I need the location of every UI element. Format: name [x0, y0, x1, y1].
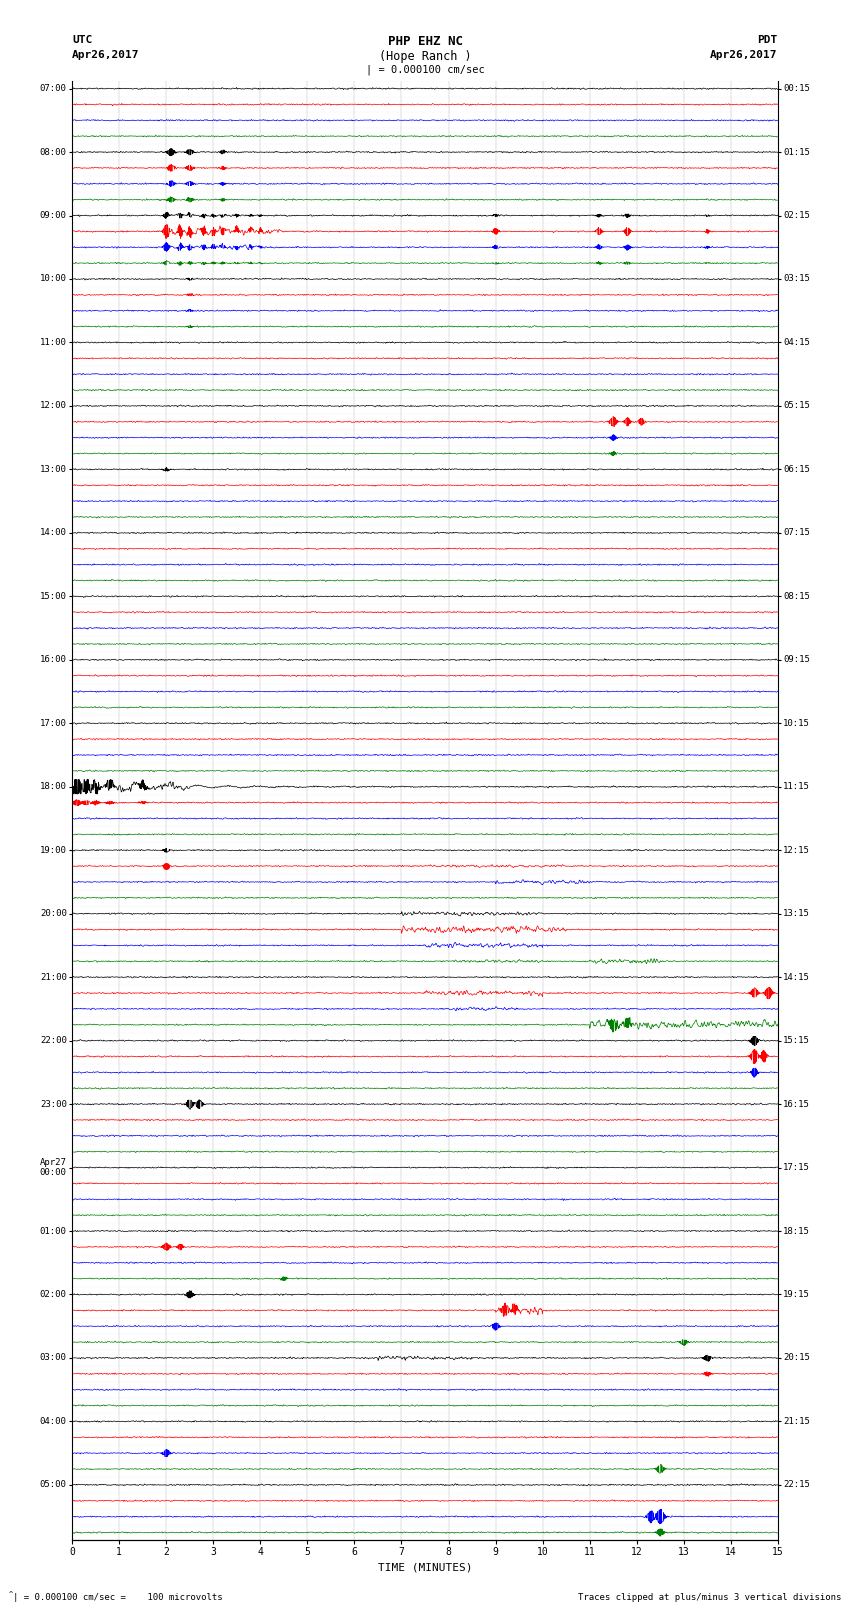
Text: Apr26,2017: Apr26,2017 [711, 50, 778, 60]
X-axis label: TIME (MINUTES): TIME (MINUTES) [377, 1563, 473, 1573]
Text: (Hope Ranch ): (Hope Ranch ) [379, 50, 471, 63]
Text: Apr26,2017: Apr26,2017 [72, 50, 139, 60]
Text: ^: ^ [8, 1590, 13, 1597]
Text: PHP EHZ NC: PHP EHZ NC [388, 35, 462, 48]
Text: UTC: UTC [72, 35, 93, 45]
Text: | = 0.000100 cm/sec: | = 0.000100 cm/sec [366, 65, 484, 76]
Text: PDT: PDT [757, 35, 778, 45]
Text: Traces clipped at plus/minus 3 vertical divisions: Traces clipped at plus/minus 3 vertical … [578, 1592, 842, 1602]
Text: | = 0.000100 cm/sec =    100 microvolts: | = 0.000100 cm/sec = 100 microvolts [13, 1592, 223, 1602]
